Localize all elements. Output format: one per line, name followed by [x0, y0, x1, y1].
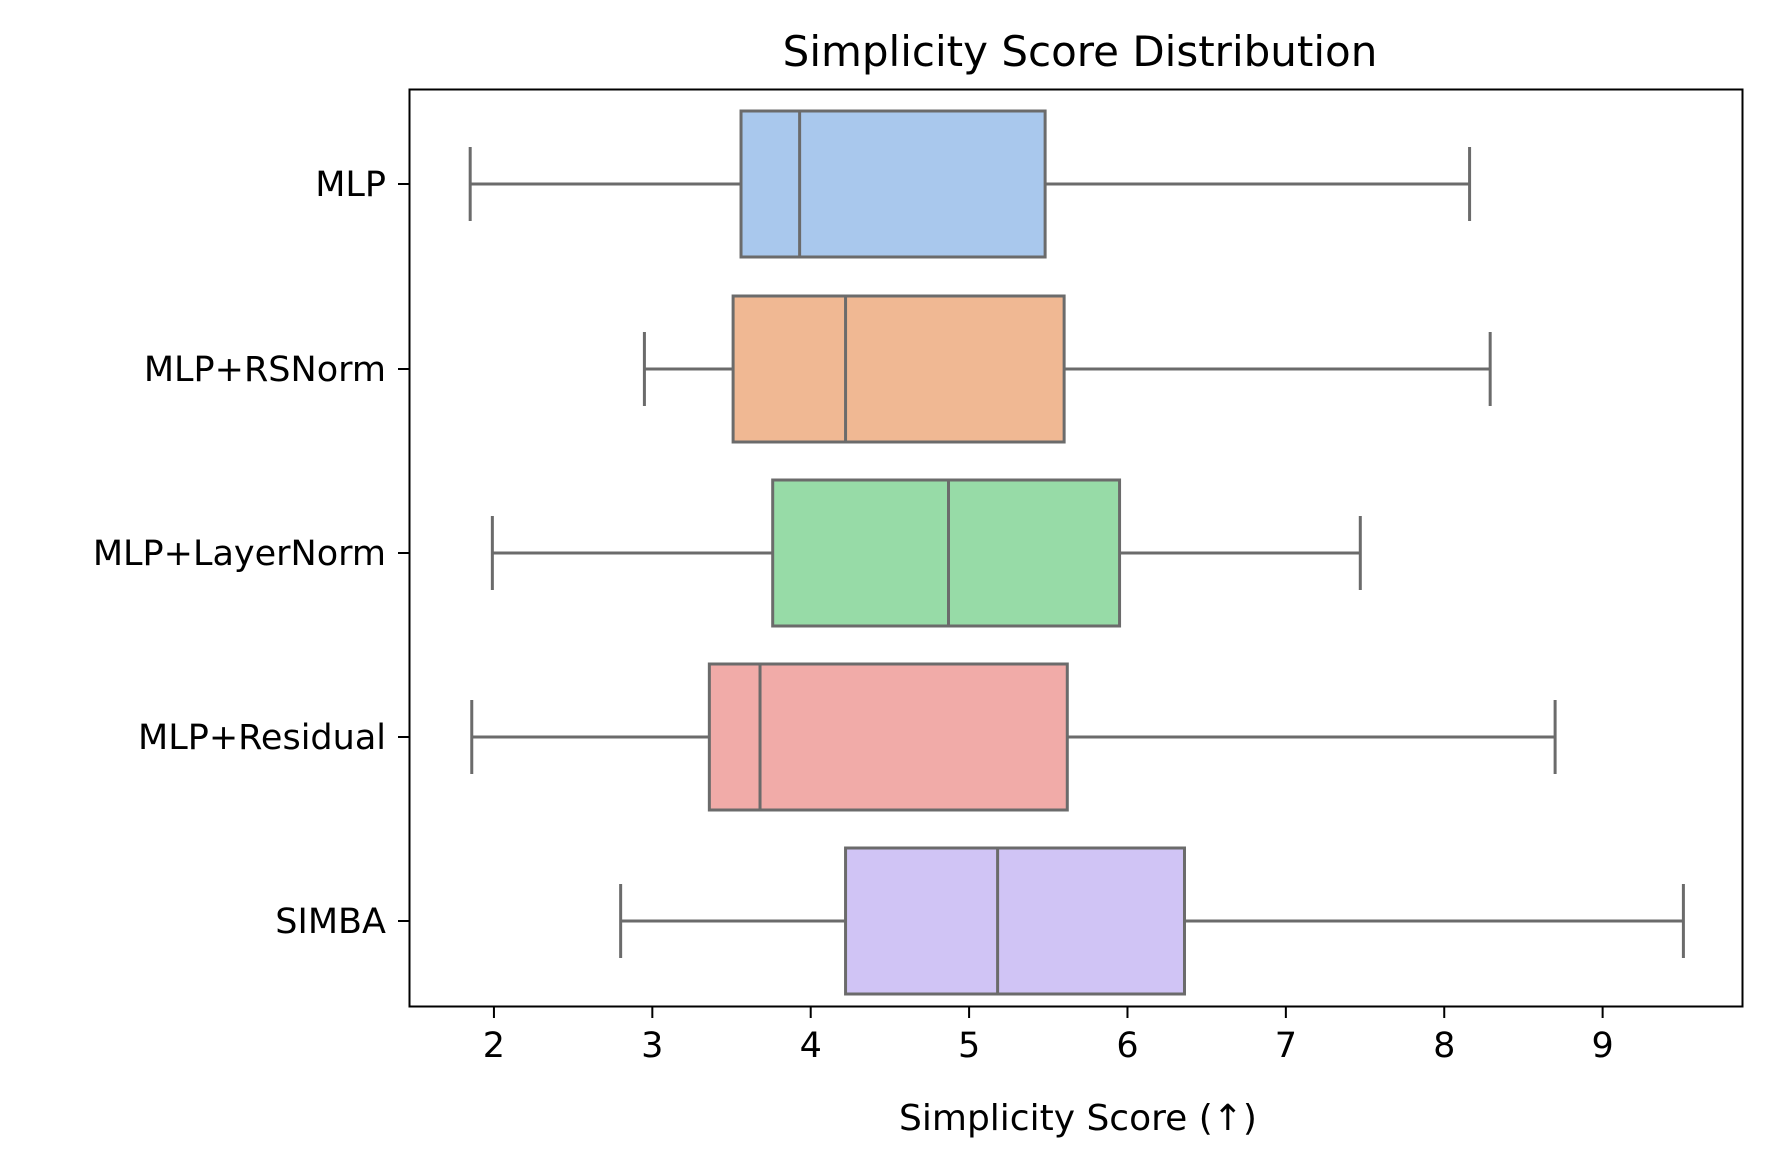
iqr-box: [731, 294, 1066, 444]
box-group-mlp: [468, 109, 1472, 259]
x-tick-label: 9: [1591, 1026, 1613, 1066]
iqr-box: [707, 662, 1069, 812]
iqr-box: [739, 109, 1047, 259]
box-group-mlp-residual: [470, 662, 1557, 812]
iqr-box: [771, 478, 1122, 628]
y-tick-label: SIMBA: [275, 902, 386, 942]
x-tick-label: 4: [800, 1026, 822, 1066]
box-group-mlp-layernorm: [490, 478, 1362, 628]
plot-area: [468, 109, 1685, 996]
y-axis: MLP MLP+RSNorm MLP+LayerNorm MLP+Residual SI…: [93, 165, 410, 942]
y-tick-label: MLP: [315, 165, 386, 205]
x-tick-label: 5: [958, 1026, 980, 1066]
x-tick-label: 8: [1433, 1026, 1455, 1066]
x-axis: 2 3 4 5 6 7 8 9: [483, 1006, 1614, 1066]
box-group-mlp-rsnorm: [642, 294, 1492, 444]
x-tick-label: 3: [641, 1026, 663, 1066]
plot-frame: [408, 88, 1744, 1008]
box-group-simba: [619, 846, 1685, 996]
y-tick-label: MLP+RSNorm: [144, 350, 386, 390]
x-tick-label: 7: [1275, 1026, 1297, 1066]
y-tick-label: MLP+LayerNorm: [93, 534, 386, 574]
iqr-box: [844, 846, 1186, 996]
chart-title: Simplicity Score Distribution: [783, 27, 1378, 76]
x-tick-label: 2: [483, 1026, 505, 1066]
x-tick-label: 6: [1116, 1026, 1138, 1066]
x-axis-label: Simplicity Score (↑): [899, 1098, 1257, 1139]
y-tick-label: MLP+Residual: [138, 718, 386, 758]
